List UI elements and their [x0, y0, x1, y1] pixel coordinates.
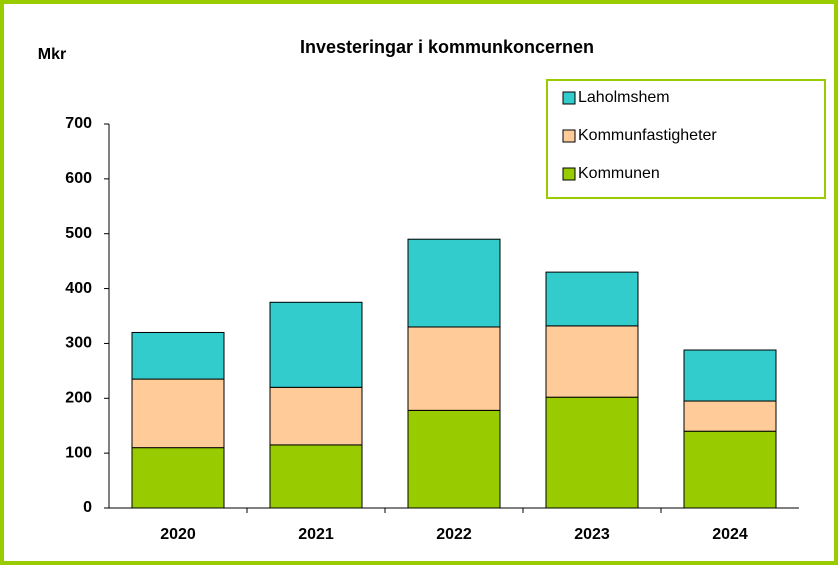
bar-segment: [545, 271, 639, 327]
legend-label: Kommunfastigheter: [578, 127, 717, 144]
y-tick-label: 600: [65, 170, 92, 187]
x-tick-label: 2024: [712, 526, 748, 543]
x-tick-label: 2022: [436, 526, 472, 543]
legend-swatch: [562, 129, 576, 143]
x-tick-label: 2021: [298, 526, 334, 543]
bar-segment: [407, 409, 501, 509]
y-tick-label: 300: [65, 335, 92, 352]
y-tick-label: 100: [65, 444, 92, 461]
legend-label: Kommunen: [578, 165, 660, 182]
bar-segment: [269, 386, 363, 446]
bar-segment: [545, 396, 639, 509]
y-axis-label: Mkr: [38, 46, 66, 63]
x-tick-label: 2023: [574, 526, 610, 543]
y-tick-label: 400: [65, 280, 92, 297]
y-tick-label: 0: [83, 499, 92, 516]
legend-label: Laholmshem: [578, 89, 670, 106]
bar-segment: [683, 349, 777, 402]
y-tick-label: 200: [65, 390, 92, 407]
bar-segment: [131, 331, 225, 380]
bar-segment: [683, 400, 777, 432]
bar-segment: [131, 447, 225, 509]
bar-segment: [683, 430, 777, 509]
bar-segment: [131, 378, 225, 449]
bar-segment: [269, 444, 363, 509]
bar-segment: [545, 325, 639, 398]
bar-segment: [407, 326, 501, 411]
bar-segment: [269, 301, 363, 388]
bar-segment: [407, 238, 501, 328]
legend-box: [546, 79, 826, 199]
x-tick-label: 2020: [160, 526, 196, 543]
y-tick-label: 500: [65, 225, 92, 242]
y-tick-label: 700: [65, 115, 92, 132]
legend-swatch: [562, 167, 576, 181]
chart-title: Investeringar i kommunkoncernen: [300, 37, 594, 57]
legend-swatch: [562, 91, 576, 105]
